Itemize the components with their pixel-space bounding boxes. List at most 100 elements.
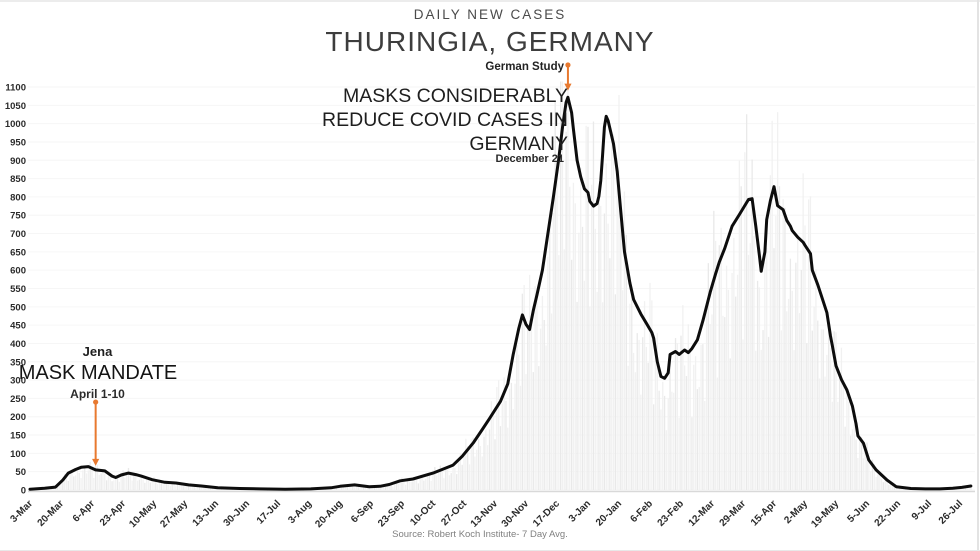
daily-bar [826, 354, 828, 490]
daily-bar [523, 285, 525, 490]
daily-bar [169, 485, 172, 490]
daily-bar [104, 473, 106, 490]
daily-bar [543, 320, 545, 490]
daily-bar [968, 485, 970, 490]
daily-bar [425, 478, 427, 490]
x-tick-label: 23-Feb [656, 498, 687, 529]
y-tick-label: 350 [10, 357, 26, 368]
daily-bar [753, 236, 755, 490]
daily-bar [612, 134, 615, 490]
daily-bar [527, 324, 529, 490]
daily-bar [406, 478, 409, 490]
daily-bar [136, 480, 139, 490]
daily-bar [419, 479, 421, 490]
daily-bar [722, 315, 724, 490]
daily-bar [780, 330, 782, 490]
daily-bar [634, 372, 637, 490]
daily-bar [616, 157, 618, 490]
daily-bar [485, 429, 487, 490]
daily-bar [842, 385, 844, 490]
daily-bar [853, 424, 855, 490]
daily-bar [113, 480, 115, 490]
daily-bar [674, 338, 677, 490]
x-tick-label: 3-Aug [286, 498, 314, 526]
source-caption: Source: Robert Koch Institute- 7 Day Avg… [392, 529, 568, 540]
daily-bar [503, 377, 505, 490]
daily-bar [869, 471, 872, 490]
daily-bar [146, 478, 148, 490]
daily-bar [729, 358, 731, 490]
daily-bar [115, 477, 117, 490]
daily-bar [742, 339, 744, 490]
daily-bar [49, 488, 51, 490]
daily-bar [569, 186, 571, 490]
y-axis-labels: 0 50 100 150 200 250 300 350 400 450 500 550 600 650 7… [5, 83, 26, 497]
daily-bar [718, 245, 720, 490]
daily-bar [862, 458, 865, 490]
daily-bar [102, 469, 104, 490]
daily-bar [477, 439, 480, 490]
y-tick-label: 50 [15, 467, 26, 478]
daily-bar [651, 300, 653, 490]
daily-bar [736, 274, 739, 490]
daily-bar [202, 487, 204, 490]
daily-bar [767, 336, 770, 490]
daily-bar [189, 485, 192, 490]
daily-bar [676, 343, 679, 490]
daily-bar [665, 430, 668, 490]
daily-bar [69, 471, 71, 490]
daily-bar [401, 477, 403, 490]
daily-bar [363, 485, 365, 490]
x-tick-label: 13-Jun [191, 498, 222, 529]
daily-bar [724, 317, 726, 490]
daily-bar [494, 439, 496, 490]
daily-bar [636, 333, 638, 490]
daily-bar [346, 486, 348, 490]
daily-bar [600, 205, 602, 490]
daily-bar [691, 417, 693, 490]
daily-bar [550, 313, 553, 490]
y-tick-label: 250 [10, 394, 26, 405]
daily-bar [388, 485, 390, 490]
daily-bar [711, 314, 713, 490]
daily-bar [443, 478, 445, 490]
daily-bar [835, 332, 837, 490]
daily-bar [855, 439, 857, 490]
daily-bar [570, 259, 573, 490]
x-tick-label: 30-Nov [500, 498, 532, 530]
daily-bar [497, 380, 500, 490]
daily-bar [525, 374, 527, 490]
daily-bar [891, 483, 894, 490]
daily-bar [434, 466, 436, 490]
daily-bar [85, 473, 88, 490]
daily-bar [430, 480, 432, 490]
daily-bar [93, 478, 95, 490]
jena-annotation-label: Jena [82, 344, 113, 359]
daily-bar [693, 364, 695, 490]
daily-bar [151, 480, 153, 490]
daily-bar [105, 480, 108, 490]
daily-bar [76, 471, 79, 490]
y-tick-label: 1050 [5, 101, 26, 112]
daily-bar [731, 273, 733, 490]
daily-bar [62, 481, 64, 490]
daily-bar [60, 483, 62, 490]
daily-bar [817, 320, 819, 490]
x-tick-label: 30-Jun [222, 498, 253, 529]
daily-bar [583, 280, 586, 490]
daily-bar [797, 234, 799, 490]
daily-bar [682, 305, 684, 490]
daily-bar [373, 486, 376, 490]
daily-bar [390, 485, 392, 490]
daily-bar [111, 481, 113, 490]
daily-bar [778, 186, 781, 490]
daily-bar [512, 409, 514, 490]
daily-bar [645, 346, 648, 490]
german-study-arrow-tail-dot [565, 62, 571, 68]
y-tick-label: 1000 [5, 119, 26, 130]
daily-bar [155, 479, 157, 490]
daily-bar [578, 232, 580, 490]
daily-bar [187, 486, 190, 490]
daily-bar [379, 488, 381, 490]
daily-bar [65, 473, 68, 490]
